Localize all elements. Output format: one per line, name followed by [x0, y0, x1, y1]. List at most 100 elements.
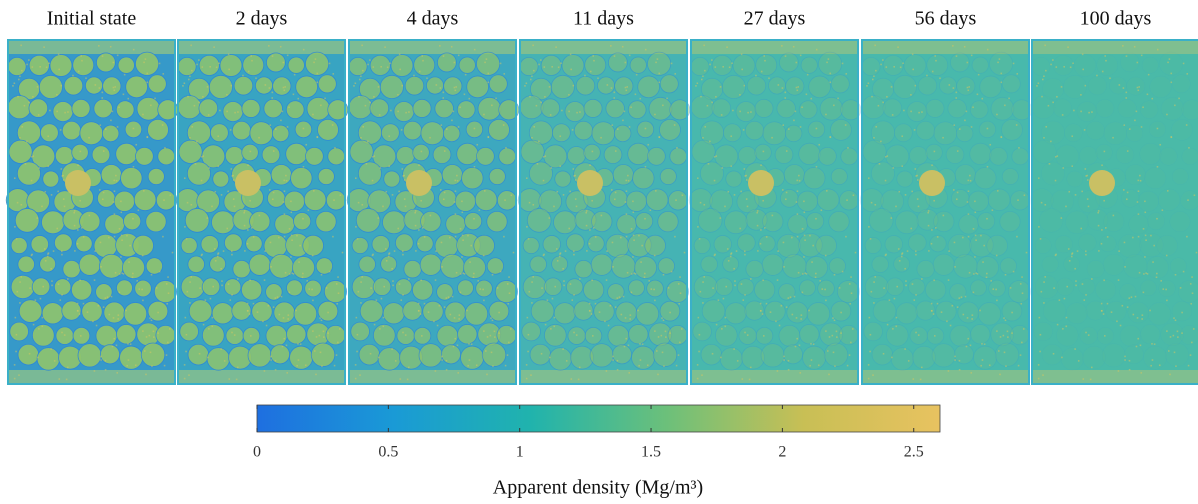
speckle — [1052, 352, 1055, 355]
speckle — [905, 284, 907, 287]
aggregate — [145, 210, 167, 233]
speckle — [319, 351, 322, 354]
speckle — [297, 343, 299, 345]
speckle — [487, 72, 490, 75]
speckle — [382, 205, 384, 208]
speckle — [401, 168, 404, 170]
speckle — [1090, 366, 1093, 369]
speckle — [28, 101, 30, 104]
aggregate — [836, 280, 860, 304]
speckle — [1179, 287, 1182, 289]
speckle — [805, 93, 808, 96]
speckle — [928, 250, 930, 252]
speckle — [459, 291, 462, 294]
aggregate — [231, 120, 252, 141]
speckle — [540, 101, 542, 104]
speckle — [382, 316, 385, 319]
speckle — [910, 94, 912, 96]
speckle — [591, 279, 593, 282]
speckle — [897, 46, 899, 48]
aggregate — [198, 54, 220, 76]
speckle — [420, 199, 422, 202]
speckle — [625, 337, 628, 340]
speckle — [983, 343, 986, 345]
aggregate — [75, 234, 93, 253]
speckle — [1170, 72, 1173, 75]
speckle — [503, 235, 505, 238]
speckle — [612, 266, 614, 268]
speckle — [1047, 104, 1050, 107]
speckle — [237, 111, 239, 113]
speckle — [745, 179, 748, 181]
speckle — [624, 201, 627, 203]
speckle — [270, 266, 272, 268]
speckle — [369, 101, 371, 104]
speckle — [948, 84, 951, 86]
speckle — [473, 48, 476, 51]
speckle — [44, 190, 47, 193]
speckle — [338, 328, 341, 330]
aggregate — [201, 277, 221, 296]
aggregate — [41, 210, 65, 235]
speckle — [60, 168, 63, 170]
aggregate — [1156, 234, 1178, 257]
panel-top-band — [691, 40, 858, 54]
speckle — [809, 364, 811, 367]
aggregate — [437, 52, 457, 73]
aggregate — [779, 189, 799, 208]
speckle — [553, 325, 556, 328]
speckle — [126, 234, 128, 237]
speckle — [1161, 209, 1164, 212]
speckle — [290, 234, 293, 237]
speckle — [413, 74, 415, 77]
aggregate — [395, 146, 415, 166]
speckle — [104, 359, 107, 362]
speckle — [335, 283, 338, 285]
speckle — [78, 313, 81, 315]
speckle — [763, 227, 766, 229]
speckle — [869, 333, 872, 336]
speckle — [553, 316, 556, 319]
speckle — [1004, 273, 1007, 276]
aggregate — [147, 167, 165, 186]
speckle — [1081, 190, 1083, 193]
aggregate — [412, 279, 434, 301]
speckle — [649, 209, 652, 212]
speckle — [1015, 124, 1018, 126]
aggregate — [971, 56, 989, 74]
speckle — [1067, 248, 1070, 250]
speckle — [1088, 111, 1090, 114]
speckle — [297, 359, 300, 361]
speckle — [490, 317, 492, 319]
speckle — [793, 119, 795, 122]
speckle — [144, 350, 146, 352]
aggregate — [1040, 120, 1066, 145]
aggregate — [10, 237, 28, 255]
aggregate — [554, 170, 572, 188]
aggregate — [1073, 54, 1097, 77]
speckle — [211, 205, 213, 208]
aggregate — [283, 190, 306, 212]
aggregate — [933, 210, 955, 233]
aggregate — [289, 345, 314, 370]
speckle — [933, 150, 936, 153]
aggregate — [583, 279, 605, 301]
speckle — [783, 359, 785, 361]
speckle — [611, 241, 614, 244]
speckle — [1000, 81, 1003, 84]
speckle — [458, 314, 461, 316]
speckle — [252, 302, 255, 305]
speckle — [904, 348, 906, 350]
aggregate — [691, 139, 716, 164]
speckle — [272, 150, 275, 152]
speckle — [930, 242, 933, 245]
aggregate — [208, 74, 233, 100]
speckle — [302, 166, 305, 168]
speckle — [418, 70, 421, 73]
speckle — [955, 91, 958, 94]
speckle — [895, 325, 898, 328]
speckle — [1153, 343, 1156, 345]
speckle — [269, 124, 272, 126]
aggregate — [796, 190, 819, 212]
speckle — [632, 234, 635, 237]
